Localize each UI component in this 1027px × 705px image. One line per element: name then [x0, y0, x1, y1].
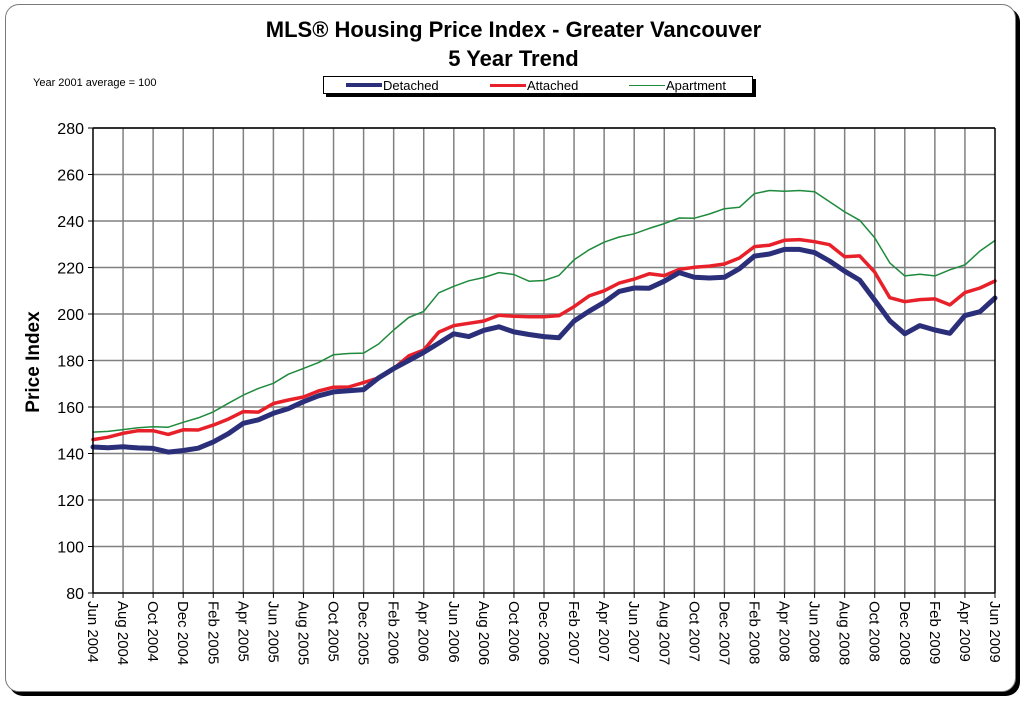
x-tick-label: Dec 2006 [535, 601, 552, 665]
x-tick-label: Jun 2006 [445, 601, 462, 663]
x-tick-label: Aug 2004 [114, 601, 131, 665]
x-tick-label: Feb 2009 [926, 601, 943, 664]
x-tick-label: Jun 2005 [264, 601, 281, 663]
x-tick-label: Aug 2008 [836, 601, 853, 665]
legend-label-attached: Attached [527, 77, 579, 93]
x-tick-label: Jun 2008 [806, 601, 823, 663]
y-tick-label: 120 [57, 493, 84, 510]
x-tick-label: Apr 2005 [234, 601, 251, 662]
x-tick-label: Aug 2007 [655, 601, 672, 665]
y-tick-label: 140 [57, 447, 84, 464]
y-tick-label: 80 [66, 586, 84, 603]
x-tick-label: Apr 2007 [595, 601, 612, 662]
base-year-note: Year 2001 average = 100 [33, 77, 157, 89]
x-tick-label: Oct 2006 [505, 601, 522, 662]
x-tick-label: Apr 2008 [776, 601, 793, 662]
x-tick-label: Dec 2007 [715, 601, 732, 665]
x-tick-label: Jun 2004 [84, 601, 101, 663]
legend-swatch-attached [490, 83, 526, 87]
chart-frame [5, 4, 1016, 692]
x-tick-label: Oct 2004 [144, 601, 161, 662]
x-tick-label: Aug 2005 [294, 601, 311, 665]
y-tick-label: 240 [57, 214, 84, 231]
y-tick-label: 260 [57, 168, 84, 185]
y-tick-labels: 80 100 120 140 160 180 200 220 240 260 280 [57, 121, 84, 603]
x-tick-label: Dec 2004 [174, 601, 191, 665]
legend-swatch-detached [346, 83, 382, 87]
x-tick-label: Jun 2009 [986, 601, 1003, 663]
axes [88, 127, 996, 598]
series-lines [90, 189, 998, 455]
y-tick-label: 160 [57, 400, 84, 417]
legend-swatch-apartment [629, 84, 665, 86]
x-tick-label: Oct 2005 [325, 601, 342, 662]
x-tick-labels: Jun 2004 Aug 2004 Oct 2004 Dec 2004 Feb 2005… [84, 601, 1003, 665]
x-tick-label: Apr 2006 [415, 601, 432, 662]
y-tick-label: 280 [57, 121, 84, 138]
x-tick-label: Feb 2006 [385, 601, 402, 664]
series-line-apartment [92, 189, 996, 433]
legend-label-detached: Detached [383, 77, 439, 93]
x-tick-label: Feb 2008 [745, 601, 762, 664]
y-tick-label: 220 [57, 261, 84, 278]
series-line-detached [90, 246, 998, 455]
chart-title: MLS® Housing Price Index - Greater Vanco… [265, 17, 762, 42]
y-tick-label: 200 [57, 307, 84, 324]
legend: Detached Attached Apartment [323, 76, 753, 94]
legend-item-detached: Detached [346, 77, 439, 93]
chart-subtitle: 5 Year Trend [448, 46, 579, 71]
legend-label-apartment: Apartment [666, 77, 726, 93]
x-tick-label: Feb 2007 [565, 601, 582, 664]
x-tick-label: Feb 2005 [204, 601, 221, 664]
legend-item-apartment: Apartment [629, 77, 726, 93]
x-tick-label: Aug 2006 [475, 601, 492, 665]
legend-item-attached: Attached [490, 77, 578, 93]
x-tick-label: Oct 2007 [685, 601, 702, 662]
x-tick-label: Oct 2008 [866, 601, 883, 662]
grid [93, 127, 995, 593]
y-tick-label: 180 [57, 354, 84, 371]
x-tick-label: Dec 2008 [896, 601, 913, 665]
series-line-attached [91, 237, 997, 442]
x-tick-label: Apr 2009 [956, 601, 973, 662]
x-tick-label: Dec 2005 [355, 601, 372, 665]
x-tick-label: Jun 2007 [625, 601, 642, 663]
y-tick-label: 100 [57, 540, 84, 557]
